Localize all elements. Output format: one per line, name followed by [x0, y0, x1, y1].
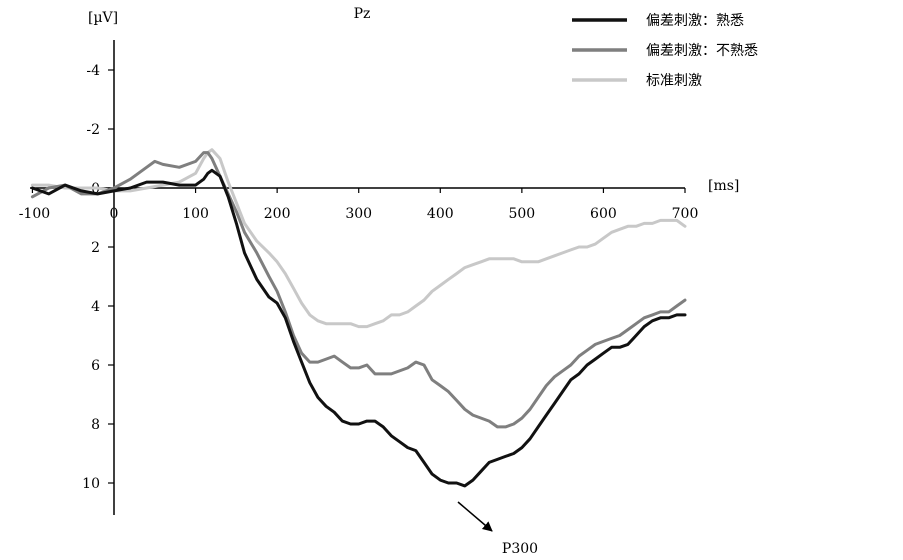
- x-tick-label: 700: [672, 206, 699, 222]
- x-axis-unit: [ms]: [708, 178, 739, 194]
- x-tick-label: 0: [110, 206, 119, 222]
- y-tick-label: -4: [86, 63, 100, 79]
- y-axis-unit: [µV]: [88, 10, 118, 26]
- legend-label-familiar: 偏差刺激：熟悉: [646, 12, 744, 29]
- p300-arrow: [457, 501, 493, 532]
- x-tick-label: -100: [19, 206, 50, 222]
- chart-title: Pz: [354, 6, 371, 22]
- x-tick-label: 100: [182, 206, 209, 222]
- x-ticks: -100 0 100 200 300 400 500 600 700: [19, 188, 699, 222]
- x-tick-label: 400: [427, 206, 454, 222]
- y-tick-label: 4: [91, 299, 100, 315]
- p300-label: P300: [502, 541, 538, 557]
- x-tick-label: 200: [264, 206, 291, 222]
- legend-label-standard: 标准刺激: [646, 72, 702, 89]
- y-tick-label: 6: [91, 358, 100, 374]
- y-tick-label: 8: [91, 417, 100, 433]
- legend: 偏差刺激：熟悉 偏差刺激：不熟悉 标准刺激: [572, 12, 758, 89]
- x-tick-label: 600: [590, 206, 617, 222]
- series-line-2: [30, 148, 687, 329]
- y-tick-label: 10: [82, 476, 100, 492]
- x-tick-label: 300: [345, 206, 372, 222]
- y-tick-label: -2: [86, 122, 100, 138]
- x-tick-label: 500: [508, 206, 535, 222]
- series-lines: [30, 148, 687, 488]
- legend-label-unfamiliar: 偏差刺激：不熟悉: [646, 42, 758, 59]
- series-line-0: [30, 168, 687, 488]
- series-line-1: [30, 151, 687, 429]
- y-tick-label: 2: [91, 240, 100, 256]
